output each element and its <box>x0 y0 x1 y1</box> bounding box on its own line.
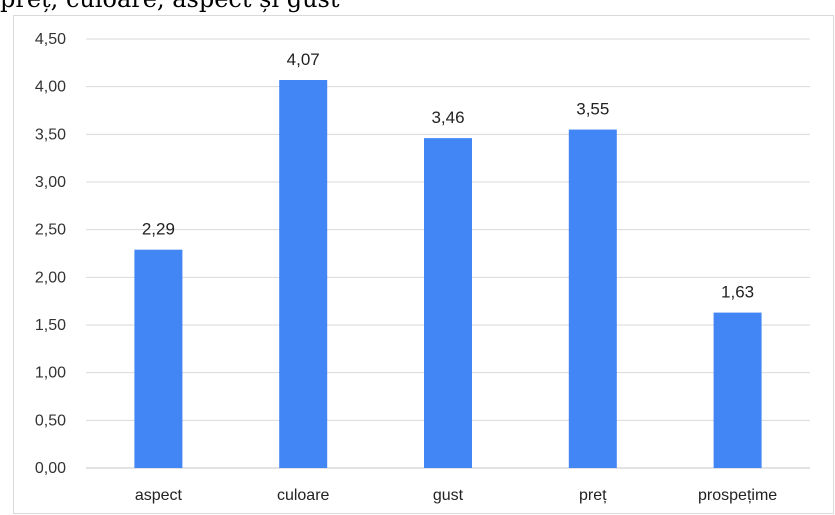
data-labels: 2,29 4,07 3,46 3,55 1,63 <box>142 50 754 302</box>
x-category-label: gust <box>433 487 464 504</box>
data-label: 1,63 <box>721 283 754 302</box>
y-tick-label: 3,50 <box>35 126 66 143</box>
data-label: 3,55 <box>576 100 609 119</box>
bar-gust <box>424 138 472 468</box>
x-category-label: prospețime <box>698 487 777 504</box>
y-tick-label: 4,50 <box>35 31 66 48</box>
data-label: 3,46 <box>431 108 464 127</box>
data-label: 2,29 <box>142 220 175 239</box>
y-tick-label: 2,00 <box>35 269 66 286</box>
y-tick-label: 2,50 <box>35 222 66 239</box>
bars <box>134 79 762 469</box>
data-label: 4,07 <box>287 50 320 69</box>
bar-aspect <box>134 249 183 468</box>
y-tick-label: 0,50 <box>35 412 66 429</box>
caption-text: preț, culoare, aspect și gust <box>0 0 835 14</box>
bar-prospețime <box>713 312 762 468</box>
x-category-label: culoare <box>277 487 330 504</box>
y-tick-label: 1,00 <box>35 365 66 382</box>
bar-culoare <box>279 79 328 468</box>
y-axis-ticks: 0,00 0,50 1,00 1,50 2,00 2,50 3,00 3,50 4,00 4,50 <box>35 31 66 477</box>
y-tick-label: 4,00 <box>35 79 66 96</box>
y-tick-label: 0,00 <box>35 460 66 477</box>
y-tick-label: 1,50 <box>35 317 66 334</box>
y-tick-label: 3,00 <box>35 174 66 191</box>
x-category-label: preț <box>579 487 607 504</box>
bar-preț <box>568 129 617 469</box>
x-axis-categories: aspect culoare gust preț prospețime <box>135 487 777 504</box>
x-category-label: aspect <box>135 487 183 504</box>
